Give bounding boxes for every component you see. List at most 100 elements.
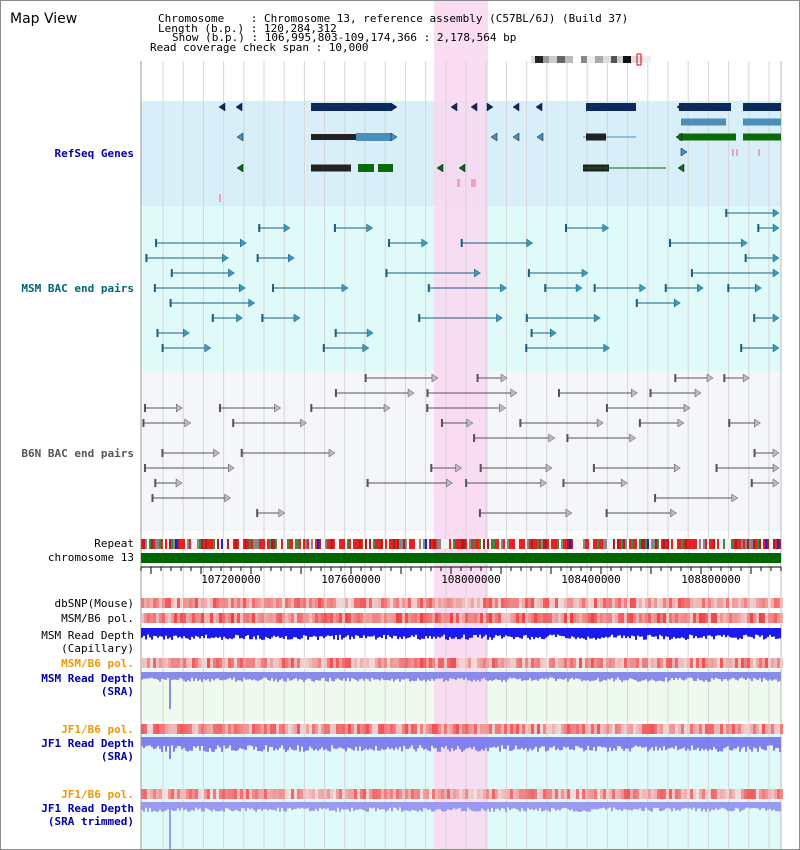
jf1-pol-2-cell <box>237 789 240 799</box>
jf1-depth-trim-bar <box>513 802 515 809</box>
jf1-depth-trim-bar <box>153 802 155 811</box>
track-label-dbsnp[interactable]: dbSNP(Mouse) <box>54 597 134 610</box>
jf1-depth-sra-bar <box>395 737 397 748</box>
repeat-block <box>571 539 573 549</box>
jf1-depth-sra-bar <box>407 737 409 750</box>
msm-bac-pair-end <box>740 238 748 248</box>
track-label-jf1-depth-trimmed[interactable]: JF1 Read Depth <box>41 802 134 815</box>
msm-depth-sra-bar <box>281 672 283 679</box>
jf1-depth-sra-bar <box>163 737 165 746</box>
msm-pol-cell <box>321 613 324 623</box>
jf1-pol-cell <box>594 724 597 734</box>
msm-pol-cell <box>363 613 366 623</box>
track-label-msm-b6-pol[interactable]: MSM/B6 pol. <box>61 612 134 625</box>
jf1-depth-trim-bar <box>373 802 375 808</box>
msm-depth-cap-bar <box>769 628 771 635</box>
jf1-depth-trim-bar <box>177 802 179 809</box>
jf1-pol-cell <box>615 724 618 734</box>
dbsnp-cell <box>687 598 690 608</box>
dbsnp-cell <box>486 598 489 608</box>
track-label-msm-depth-sra[interactable]: MSM Read Depth <box>41 672 134 685</box>
track-label-msm-b6-pol-sra[interactable]: MSM/B6 pol. <box>61 657 134 670</box>
repeat-block <box>735 539 737 549</box>
b6n-bac-pair-end <box>548 433 556 443</box>
msm-pol-cell <box>483 613 486 623</box>
dbsnp-cell <box>588 598 591 608</box>
msm-pol-cell <box>312 613 315 623</box>
msm-depth-sra-bar <box>517 672 519 680</box>
track-label-msm-depth-capillary[interactable]: MSM Read Depth <box>41 629 134 642</box>
track-label-jf1-b6-pol-2[interactable]: JF1/B6 pol. <box>61 788 134 801</box>
chromosome-ideogram <box>531 53 651 66</box>
jf1-depth-trim-bar <box>255 802 257 812</box>
track-label-msm-bac[interactable]: MSM BAC end pairs <box>21 282 134 295</box>
jf1-pol-2-cell <box>276 789 279 799</box>
jf1-depth-sra-bar <box>729 737 731 751</box>
msm-depth-sra-bar <box>313 672 315 682</box>
msm-depth-cap-bar <box>703 628 705 637</box>
msm-depth-sra-bar <box>245 672 247 680</box>
msm-depth-sra-bar <box>465 672 467 678</box>
jf1-pol-2-cell <box>360 789 363 799</box>
track-label-b6n-bac[interactable]: B6N BAC end pairs <box>21 447 134 460</box>
jf1-pol-2-cell <box>642 789 645 799</box>
dbsnp-cell <box>375 598 378 608</box>
jf1-pol-2-cell <box>243 789 246 799</box>
strand-arrow <box>536 132 544 142</box>
track-label-jf1-depth-sra[interactable]: JF1 Read Depth <box>41 737 134 750</box>
jf1-depth-trim-bar <box>381 802 383 810</box>
b6n-bac-pair-end <box>750 479 753 487</box>
msm-pol-sra-cell <box>156 658 159 668</box>
msm-depth-cap-bar <box>569 628 571 639</box>
jf1-depth-sra-bar <box>215 737 217 750</box>
jf1-depth-sra-bar <box>389 737 391 750</box>
msm-depth-sra-bar <box>761 672 763 682</box>
msm-depth-sra-bar <box>665 672 667 678</box>
msm-depth-sra-bar <box>501 672 503 682</box>
dbsnp-cell <box>273 598 276 608</box>
jf1-pol-2-cell <box>705 789 708 799</box>
jf1-depth-sra-bar <box>369 737 371 749</box>
msm-pol-sra-cell <box>468 658 471 668</box>
jf1-depth-trim-bar <box>765 802 767 811</box>
jf1-depth-trim-bar <box>699 802 701 809</box>
track-label-repeat[interactable]: Repeat <box>94 537 134 550</box>
track-label-jf1-b6-pol[interactable]: JF1/B6 pol. <box>61 723 134 736</box>
b6n-bac-pair-end <box>654 494 657 502</box>
msm-pol-sra-cell <box>522 658 525 668</box>
msm-depth-sra-bar <box>317 672 319 681</box>
jf1-pol-2-cell <box>387 789 390 799</box>
msm-pol-cell <box>327 613 330 623</box>
jf1-depth-sra-bar <box>533 737 535 749</box>
repeat-block <box>247 539 249 549</box>
dbsnp-cell <box>504 598 507 608</box>
repeat-block <box>647 539 649 549</box>
msm-pol-cell <box>279 613 282 623</box>
msm-depth-sra-bar <box>427 672 429 680</box>
dbsnp-cell <box>243 598 246 608</box>
msm-pol-cell <box>444 613 447 623</box>
msm-depth-cap-bar <box>363 628 365 636</box>
dbsnp-cell <box>654 598 657 608</box>
jf1-depth-sra-bar <box>375 737 377 746</box>
jf1-depth-trim-bar <box>601 802 603 809</box>
jf1-depth-sra-bar <box>371 737 373 750</box>
repeat-block <box>463 539 465 549</box>
track-label-refseq[interactable]: RefSeq Genes <box>54 147 134 160</box>
jf1-pol-2-cell <box>372 789 375 799</box>
jf1-depth-trim-bar <box>281 802 283 808</box>
msm-pol-sra-cell <box>198 658 201 668</box>
msm-depth-sra-bar <box>701 672 703 681</box>
jf1-depth-trim-bar <box>197 802 199 810</box>
jf1-pol-cell <box>354 724 357 734</box>
jf1-pol-cell <box>603 724 606 734</box>
repeat-block <box>209 539 211 549</box>
repeat-block <box>299 539 301 549</box>
repeat-block <box>239 539 241 549</box>
msm-pol-cell <box>714 613 717 623</box>
repeat-block <box>383 539 385 549</box>
msm-pol-cell <box>309 613 312 623</box>
jf1-depth-trim-bar <box>263 802 265 809</box>
repeat-block <box>369 539 371 549</box>
